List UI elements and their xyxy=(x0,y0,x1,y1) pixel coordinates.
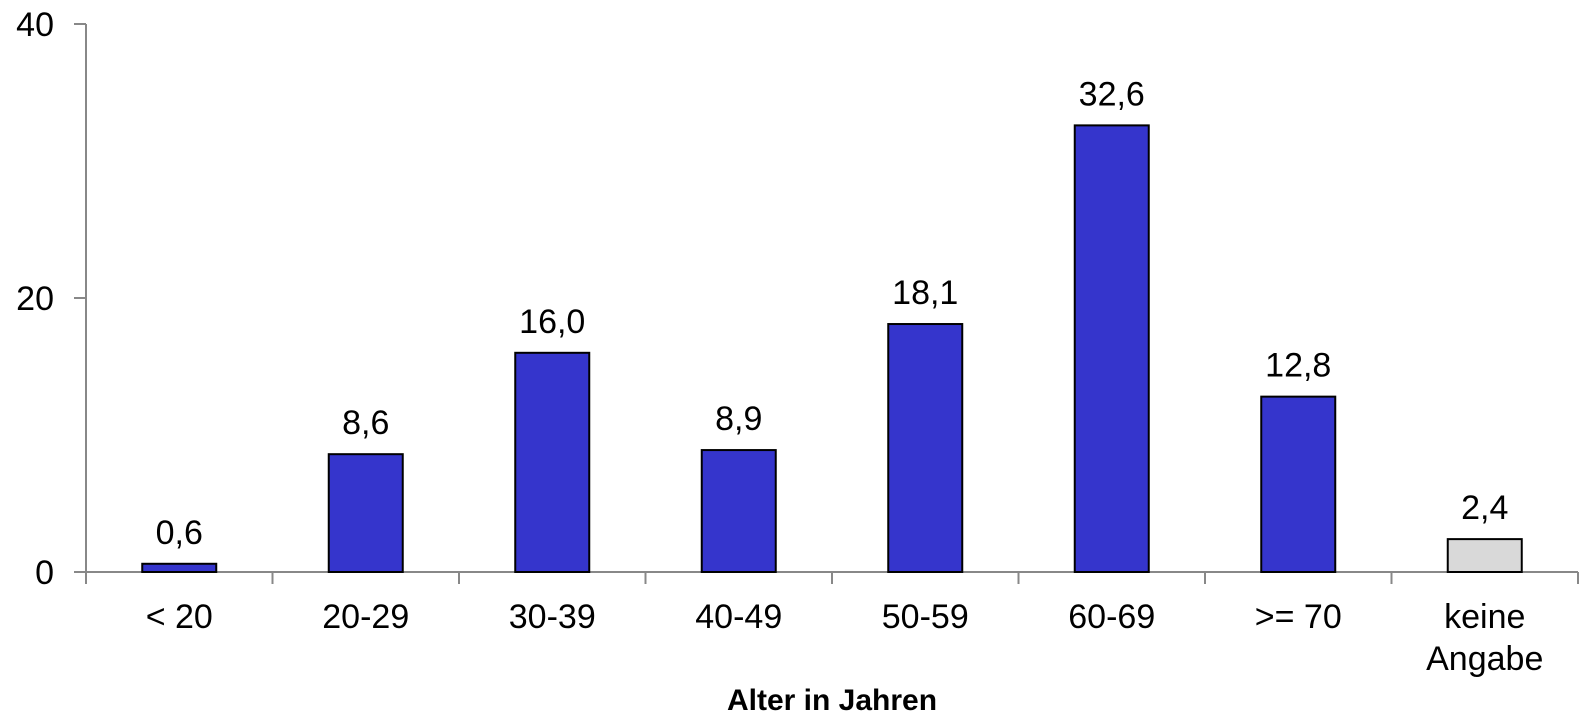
labels: 0,6 < 20 8,6 20-29 16,0 30-39 8,9 40-49 18,1 50-5… xyxy=(146,75,1544,678)
data-label: 16,0 xyxy=(519,303,585,341)
bar xyxy=(1073,124,1150,573)
bar xyxy=(887,323,964,573)
bar xyxy=(327,453,404,573)
x-tick-label: keine Angabe xyxy=(1426,598,1543,678)
bar xyxy=(1260,395,1337,574)
bar xyxy=(700,449,777,574)
bars xyxy=(141,124,1523,574)
data-label: 32,6 xyxy=(1079,75,1145,113)
y-tick-label: 40 xyxy=(16,6,54,44)
bar xyxy=(141,562,218,574)
data-label: 18,1 xyxy=(892,274,958,312)
x-tick-label: 50-59 xyxy=(882,598,969,636)
x-tick-label: 20-29 xyxy=(322,598,409,636)
data-label: 0,6 xyxy=(156,514,203,552)
x-tick-label: 40-49 xyxy=(695,598,782,636)
bar xyxy=(1446,538,1523,573)
x-tick-label: >= 70 xyxy=(1255,598,1342,636)
x-tick-label: < 20 xyxy=(146,598,213,636)
data-label: 12,8 xyxy=(1265,347,1331,385)
y-tick-label: 20 xyxy=(16,280,54,318)
data-label: 2,4 xyxy=(1461,489,1508,527)
x-tick-label: 30-39 xyxy=(509,598,596,636)
axes: 0 20 40 xyxy=(16,6,1579,592)
data-label: 8,6 xyxy=(342,404,389,442)
data-label: 8,9 xyxy=(715,400,762,438)
y-tick-label: 0 xyxy=(35,554,54,592)
bar xyxy=(514,351,591,573)
x-axis-title: Alter in Jahren xyxy=(727,684,937,717)
x-tick-label: 60-69 xyxy=(1068,598,1155,636)
